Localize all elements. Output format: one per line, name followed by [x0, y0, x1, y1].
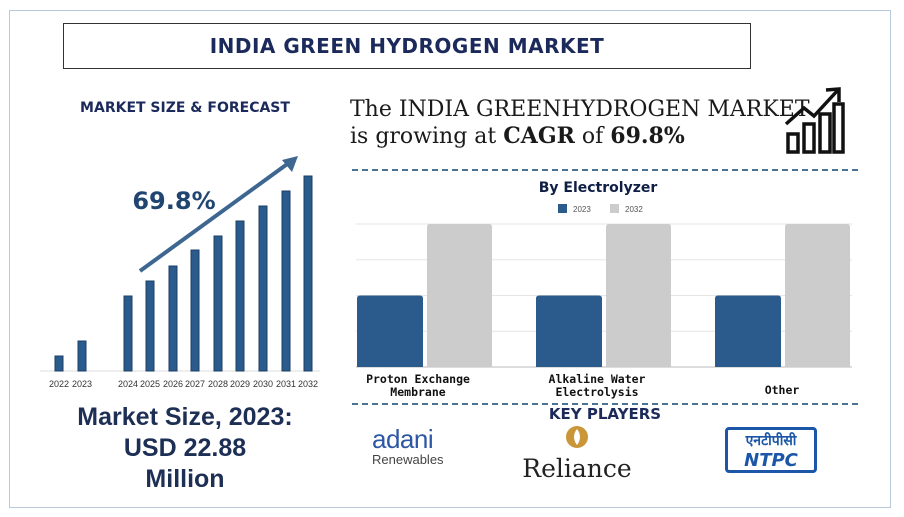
- bar-2032-1: [606, 224, 671, 367]
- legend-swatch: [558, 204, 567, 213]
- category-label: Membrane: [390, 385, 445, 399]
- reliance-logo-text: Reliance: [522, 454, 632, 483]
- growth-chart-icon: [784, 87, 845, 154]
- forecast-bar-chart: 2022 2023 2024 2025 2026 2027 2028 2029 2030 2031…: [40, 156, 320, 389]
- chart-title: By Electrolyzer: [539, 180, 658, 196]
- reliance-emblem-icon: [566, 426, 588, 448]
- tick-label: 2032: [298, 379, 318, 389]
- ntpc-hindi-text: एनटीपीसी: [745, 433, 797, 449]
- category-label: Proton Exchange: [366, 372, 470, 386]
- tick-label: 2027: [185, 379, 205, 389]
- tick-label: 2026: [163, 379, 183, 389]
- legend-swatch: [610, 204, 619, 213]
- market-size-line2: USD 22.88: [123, 434, 247, 462]
- page-title: INDIA GREEN HYDROGEN MARKET: [63, 23, 751, 69]
- electrolyzer-bar-chart: By Electrolyzer 2023 2032 Proton ExchangeMe…: [356, 180, 852, 399]
- market-size-forecast-heading: MARKET SIZE & FORECAST: [80, 100, 290, 116]
- bar-2032-2: [785, 224, 850, 367]
- tick-label: 2025: [140, 379, 160, 389]
- bar-2028: [213, 235, 223, 372]
- cagr-prefix: is growing at: [350, 124, 497, 149]
- adani-logo-text: adani: [372, 424, 434, 454]
- bar-2023-2: [715, 295, 781, 367]
- tick-label: 2028: [208, 379, 228, 389]
- bar-2032-0: [427, 224, 492, 367]
- cagr-statement: The INDIA GREENHYDROGEN MARKET is growin…: [350, 96, 810, 150]
- bar-2025: [145, 280, 155, 372]
- tick-label: 2029: [230, 379, 250, 389]
- category-label: Electrolysis: [555, 385, 638, 399]
- divider: [352, 403, 858, 405]
- tick-label: 2030: [253, 379, 273, 389]
- bar-2023-0: [357, 295, 423, 367]
- trend-arrow-line: [138, 160, 292, 273]
- growth-annotation: 69.8%: [132, 187, 215, 215]
- key-players-heading: KEY PLAYERS: [548, 405, 662, 423]
- bar-2031: [281, 190, 291, 372]
- tick-label: 2023: [72, 379, 92, 389]
- bar-2026: [168, 265, 178, 372]
- bar-2029: [235, 220, 245, 372]
- trend-arrow-head: [282, 156, 298, 172]
- adani-logo: adani Renewables: [372, 424, 444, 467]
- category-label: Alkaline Water: [549, 372, 646, 386]
- divider: [352, 169, 858, 171]
- market-size-line1: Market Size, 2023:: [77, 403, 293, 431]
- tick-label: 2024: [118, 379, 138, 389]
- tick-label: 2022: [49, 379, 69, 389]
- bar-2023-1: [536, 295, 602, 367]
- market-size-text: Market Size, 2023: USD 22.88 Million: [30, 402, 340, 495]
- legend-label: 2023: [573, 205, 591, 214]
- ntpc-logo: एनटीपीसी NTPC: [725, 427, 817, 473]
- bar-2030: [258, 205, 268, 372]
- frame-border: [9, 10, 891, 508]
- bar-2022: [54, 355, 64, 372]
- ntpc-logo-text: NTPC: [744, 450, 798, 471]
- cagr-line1: The INDIA GREENHYDROGEN MARKET: [350, 97, 810, 122]
- adani-logo-sub: Renewables: [372, 452, 444, 467]
- cagr-value: 69.8%: [610, 123, 685, 149]
- market-size-line3: Million: [145, 465, 225, 493]
- bar-2024: [123, 295, 133, 372]
- cagr-label: CAGR: [503, 123, 575, 149]
- bar-2032: [303, 175, 313, 372]
- tick-label: 2031: [276, 379, 296, 389]
- category-label: Other: [765, 383, 800, 397]
- reliance-logo: Reliance: [522, 425, 632, 483]
- bar-2023: [77, 340, 87, 372]
- bar-2027: [190, 249, 200, 372]
- legend-label: 2032: [625, 205, 643, 214]
- cagr-of: of: [581, 124, 604, 149]
